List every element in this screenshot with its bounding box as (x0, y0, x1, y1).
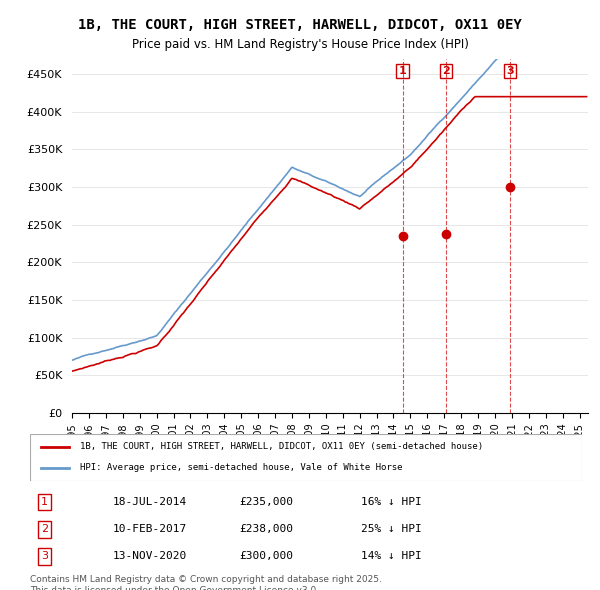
Text: 25% ↓ HPI: 25% ↓ HPI (361, 525, 422, 534)
Text: Price paid vs. HM Land Registry's House Price Index (HPI): Price paid vs. HM Land Registry's House … (131, 38, 469, 51)
Text: 2: 2 (442, 66, 450, 76)
Text: 10-FEB-2017: 10-FEB-2017 (113, 525, 187, 534)
Text: 18-JUL-2014: 18-JUL-2014 (113, 497, 187, 507)
Text: 14% ↓ HPI: 14% ↓ HPI (361, 552, 422, 562)
Text: £238,000: £238,000 (240, 525, 294, 534)
Text: 2: 2 (41, 525, 48, 534)
Text: 16% ↓ HPI: 16% ↓ HPI (361, 497, 422, 507)
FancyBboxPatch shape (30, 434, 582, 481)
Text: 1B, THE COURT, HIGH STREET, HARWELL, DIDCOT, OX11 0EY (semi-detached house): 1B, THE COURT, HIGH STREET, HARWELL, DID… (80, 442, 483, 451)
Text: Contains HM Land Registry data © Crown copyright and database right 2025.
This d: Contains HM Land Registry data © Crown c… (30, 575, 382, 590)
Text: 1: 1 (399, 66, 406, 76)
Text: 13-NOV-2020: 13-NOV-2020 (113, 552, 187, 562)
Text: HPI: Average price, semi-detached house, Vale of White Horse: HPI: Average price, semi-detached house,… (80, 463, 402, 472)
Text: 3: 3 (41, 552, 48, 562)
Text: 3: 3 (506, 66, 514, 76)
Text: 1B, THE COURT, HIGH STREET, HARWELL, DIDCOT, OX11 0EY: 1B, THE COURT, HIGH STREET, HARWELL, DID… (78, 18, 522, 32)
Text: 1: 1 (41, 497, 48, 507)
Text: £235,000: £235,000 (240, 497, 294, 507)
Text: £300,000: £300,000 (240, 552, 294, 562)
